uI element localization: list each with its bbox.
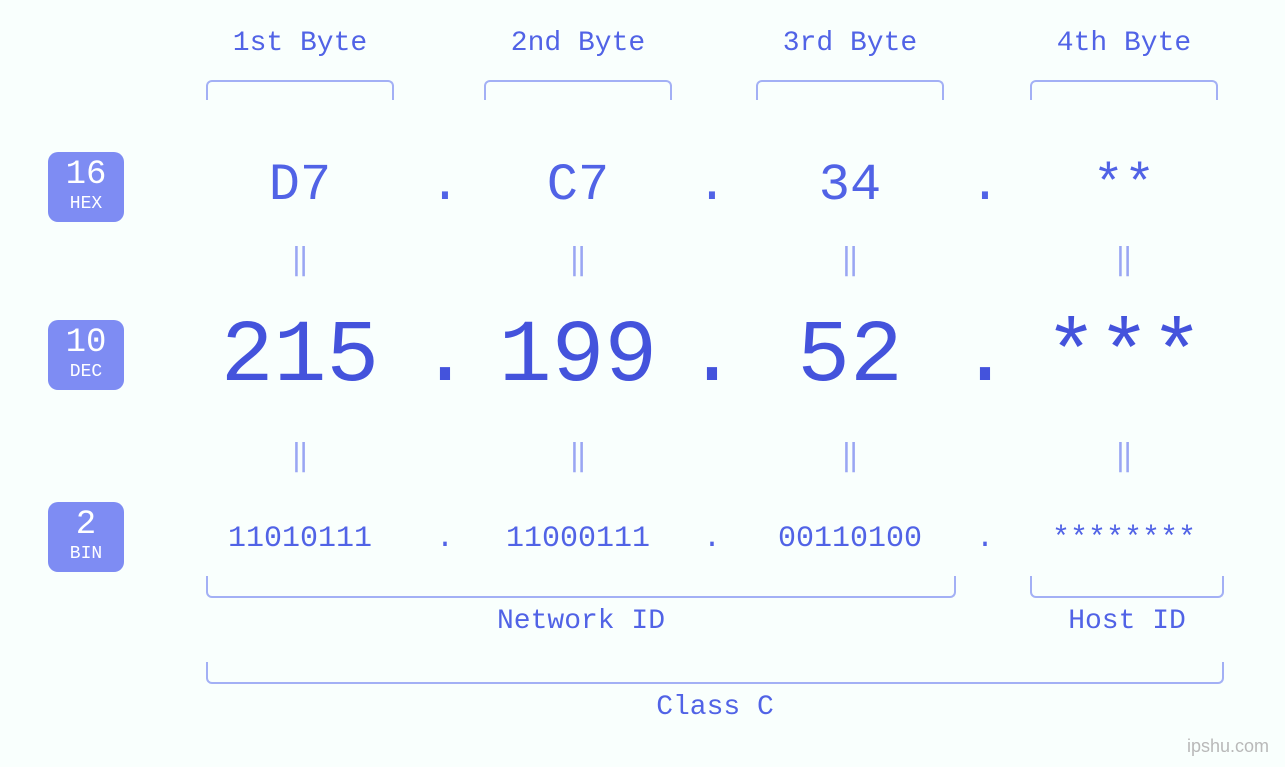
bin-byte-3: 00110100 <box>778 522 922 556</box>
dec-badge-num: 10 <box>66 326 107 360</box>
bin-byte-2: 11000111 <box>506 522 650 556</box>
dec-dot-1: . <box>419 308 472 407</box>
top-bracket-1 <box>206 80 394 100</box>
top-bracket-4 <box>1030 80 1218 100</box>
hex-dot-3: . <box>969 156 1000 215</box>
dec-badge: 10DEC <box>48 320 124 390</box>
hex-dot-2: . <box>696 156 727 215</box>
dec-dot-2: . <box>686 308 739 407</box>
byte-header-2: 2nd Byte <box>511 28 645 59</box>
dec-dot-3: . <box>959 308 1012 407</box>
host-caption: Host ID <box>1068 606 1186 637</box>
hex-byte-1: D7 <box>269 156 331 215</box>
hex-badge-num: 16 <box>66 158 107 192</box>
equals-dec-bin-3: ‖ <box>841 438 859 475</box>
dec-byte-1: 215 <box>221 308 379 407</box>
hex-badge-label: HEX <box>70 194 102 214</box>
top-bracket-2 <box>484 80 672 100</box>
dec-byte-2: 199 <box>499 308 657 407</box>
hex-byte-2: C7 <box>547 156 609 215</box>
hex-byte-4: ** <box>1093 156 1155 215</box>
dec-byte-4: *** <box>1045 308 1203 407</box>
bin-byte-1: 11010111 <box>228 522 372 556</box>
bin-dot-1: . <box>436 522 454 556</box>
equals-dec-bin-4: ‖ <box>1115 438 1133 475</box>
class-caption: Class C <box>656 692 774 723</box>
hex-byte-3: 34 <box>819 156 881 215</box>
bin-badge-label: BIN <box>70 544 102 564</box>
top-bracket-3 <box>756 80 944 100</box>
bin-byte-4: ******** <box>1052 522 1196 556</box>
network-bracket <box>206 576 956 598</box>
bin-badge-num: 2 <box>76 508 96 542</box>
equals-hex-dec-3: ‖ <box>841 242 859 279</box>
dec-badge-label: DEC <box>70 362 102 382</box>
hex-dot-1: . <box>429 156 460 215</box>
equals-hex-dec-4: ‖ <box>1115 242 1133 279</box>
watermark: ipshu.com <box>1187 736 1269 757</box>
bin-badge: 2BIN <box>48 502 124 572</box>
host-bracket <box>1030 576 1224 598</box>
equals-hex-dec-1: ‖ <box>291 242 309 279</box>
byte-header-1: 1st Byte <box>233 28 367 59</box>
equals-dec-bin-1: ‖ <box>291 438 309 475</box>
bin-dot-3: . <box>976 522 994 556</box>
equals-dec-bin-2: ‖ <box>569 438 587 475</box>
equals-hex-dec-2: ‖ <box>569 242 587 279</box>
class-bracket <box>206 662 1224 684</box>
dec-byte-3: 52 <box>797 308 903 407</box>
hex-badge: 16HEX <box>48 152 124 222</box>
byte-header-4: 4th Byte <box>1057 28 1191 59</box>
bin-dot-2: . <box>703 522 721 556</box>
byte-header-3: 3rd Byte <box>783 28 917 59</box>
network-caption: Network ID <box>497 606 665 637</box>
